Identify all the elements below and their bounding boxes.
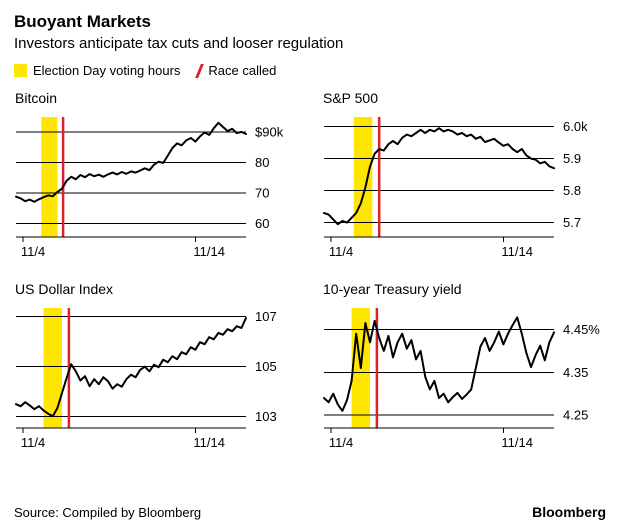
chart-sp500: S&P 500 6.0k 5.9 5.8 5.7 11/4 11/14 bbox=[322, 90, 606, 261]
svg-text:11/4: 11/4 bbox=[329, 244, 353, 259]
chart-title: 10-year Treasury yield bbox=[323, 281, 462, 298]
race-called-label: Race called bbox=[208, 63, 277, 79]
source-note: Source: Compiled by Bloomberg bbox=[14, 505, 202, 520]
legend: Election Day voting hours Race called bbox=[14, 63, 606, 78]
svg-text:11/4: 11/4 bbox=[21, 435, 45, 450]
svg-text:4.45%: 4.45% bbox=[563, 322, 600, 337]
svg-text:107: 107 bbox=[255, 309, 277, 324]
chart-title: S&P 500 bbox=[323, 90, 379, 107]
chart-plot: 107 105 103 11/4 11/14 bbox=[15, 307, 277, 450]
chart-title: Bitcoin bbox=[15, 90, 58, 107]
svg-text:11/4: 11/4 bbox=[329, 435, 353, 450]
svg-text:11/14: 11/14 bbox=[193, 244, 225, 259]
election-band-label: Election Day voting hours bbox=[33, 63, 181, 79]
chart-us-dollar-index: US Dollar Index 107 105 103 11/4 11/14 bbox=[14, 281, 298, 452]
svg-text:5.9: 5.9 bbox=[563, 151, 581, 166]
svg-text:11/4: 11/4 bbox=[21, 244, 45, 259]
chart-plot: 4.45% 4.35 4.25 11/4 11/14 bbox=[323, 307, 600, 450]
chart-plot: 6.0k 5.9 5.8 5.7 11/4 11/14 bbox=[323, 117, 588, 259]
footer: Source: Compiled by Bloomberg Bloomberg bbox=[14, 504, 606, 530]
bloomberg-logo: Bloomberg bbox=[532, 504, 606, 520]
chart-plot: $90k 80 70 60 11/4 11/14 bbox=[15, 117, 284, 259]
svg-text:5.8: 5.8 bbox=[563, 183, 581, 198]
svg-text:5.7: 5.7 bbox=[563, 215, 581, 230]
svg-text:11/14: 11/14 bbox=[501, 435, 533, 450]
svg-text:80: 80 bbox=[255, 155, 269, 170]
svg-text:11/14: 11/14 bbox=[193, 435, 225, 450]
page-subtitle: Investors anticipate tax cuts and looser… bbox=[14, 35, 344, 53]
svg-text:4.25: 4.25 bbox=[563, 408, 588, 423]
charts-grid: Bitcoin $90k 80 70 60 11/4 11/14 S&P 500 6.0k… bbox=[14, 90, 606, 452]
chart-bitcoin: Bitcoin $90k 80 70 60 11/4 11/14 bbox=[14, 90, 298, 261]
svg-text:11/14: 11/14 bbox=[501, 244, 533, 259]
page-title: Buoyant Markets bbox=[14, 12, 151, 31]
svg-text:60: 60 bbox=[255, 216, 269, 231]
race-called-slash-icon bbox=[195, 63, 205, 78]
svg-text:4.35: 4.35 bbox=[563, 365, 588, 380]
chart-10yr-treasury-yield: 10-year Treasury yield 4.45% 4.35 4.25 11/4… bbox=[322, 281, 606, 452]
svg-text:70: 70 bbox=[255, 186, 269, 201]
svg-text:103: 103 bbox=[255, 409, 277, 424]
election-band-swatch-icon bbox=[14, 64, 27, 78]
svg-text:6.0k: 6.0k bbox=[563, 119, 588, 134]
svg-text:105: 105 bbox=[255, 359, 277, 374]
chart-title: US Dollar Index bbox=[15, 281, 114, 298]
svg-text:$90k: $90k bbox=[255, 125, 284, 140]
